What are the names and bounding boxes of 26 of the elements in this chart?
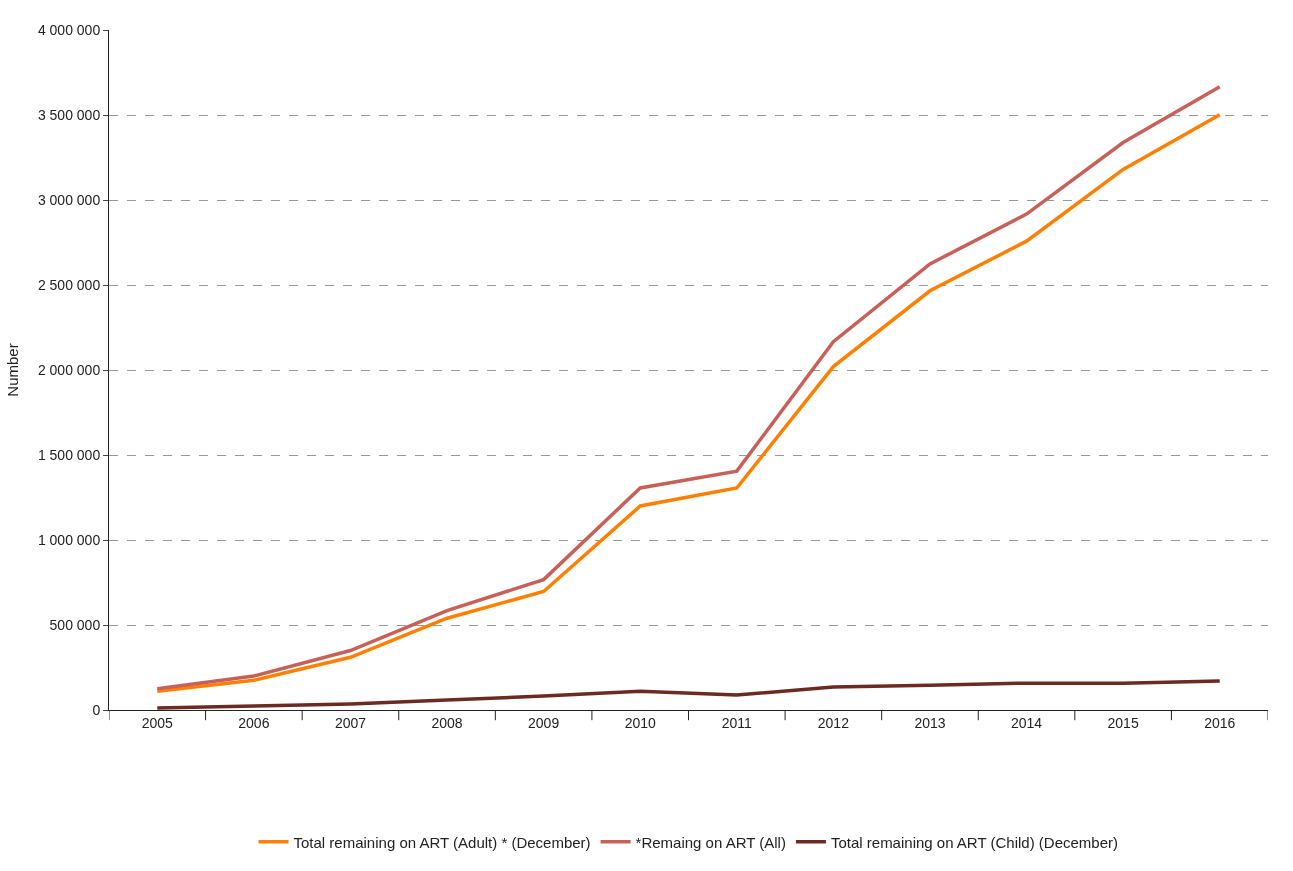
legend-label: Total remaining on ART (Child) (December) <box>830 833 1118 851</box>
y-tick-label: 4 000 000 <box>37 21 101 38</box>
x-tick-label: 2016 <box>1204 714 1236 731</box>
x-tick-label: 2007 <box>334 714 367 731</box>
x-tick-label: 2005 <box>141 714 174 731</box>
line-series <box>155 679 1222 710</box>
y-axis-title: Number <box>4 343 22 397</box>
x-tick-label: 2008 <box>431 714 463 731</box>
x-tick-label: 2015 <box>1107 714 1139 731</box>
y-tick-label: 3 000 000 <box>37 191 101 208</box>
x-tick-label: 2010 <box>624 714 656 731</box>
y-tick-label: 500 000 <box>49 616 101 633</box>
y-tick-label: 2 500 000 <box>37 276 101 293</box>
x-tick-label: 2012 <box>817 714 850 731</box>
x-tick-label: 2009 <box>528 714 560 731</box>
x-tick-label: 2006 <box>238 714 270 731</box>
y-tick-label: 3 500 000 <box>37 106 101 123</box>
x-tick-label: 2011 <box>721 714 753 731</box>
y-tick-label: 2 000 000 <box>37 361 101 378</box>
y-tick-label: 1 500 000 <box>37 446 101 463</box>
y-tick-label: 0 <box>92 701 101 718</box>
legend-label: *Remaing on ART (All) <box>635 833 786 851</box>
x-tick-label: 2014 <box>1010 714 1043 731</box>
y-tick-label: 1 000 000 <box>37 531 101 548</box>
x-tick-label: 2013 <box>914 714 946 731</box>
legend-label: Total remaining on ART (Adult) * (December) <box>293 833 591 851</box>
